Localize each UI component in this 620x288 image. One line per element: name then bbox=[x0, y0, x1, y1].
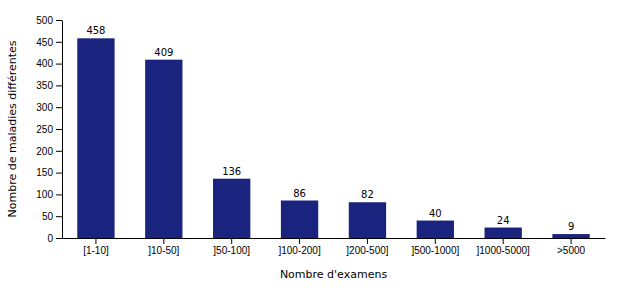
tick-label: ]100-200] bbox=[278, 245, 320, 256]
tick-mark bbox=[231, 238, 232, 244]
tick: 400 bbox=[36, 58, 62, 69]
tick-mark bbox=[56, 64, 62, 65]
tick-mark bbox=[367, 238, 368, 244]
data-label: 458 bbox=[86, 25, 105, 36]
tick: ]1000-5000] bbox=[476, 238, 530, 256]
x-axis: [1-10] ]10-50] ]50-100] ]100-200] ]200-500]]… bbox=[63, 238, 606, 256]
tick-label: 350 bbox=[36, 80, 53, 91]
tick-label: 150 bbox=[36, 167, 53, 178]
tick-mark bbox=[56, 42, 62, 43]
tick-mark bbox=[299, 238, 300, 244]
data-label: 86 bbox=[293, 188, 306, 199]
tick-mark bbox=[163, 238, 164, 244]
y-axis-title: Nombre de maladies différentes bbox=[6, 40, 19, 217]
tick-label: ]1000-5000] bbox=[476, 245, 530, 256]
data-label: 24 bbox=[497, 215, 510, 226]
tick: 500 bbox=[36, 15, 62, 26]
tick-label: 250 bbox=[36, 124, 53, 135]
data-label: 9 bbox=[568, 221, 574, 232]
tick-label: 50 bbox=[42, 211, 54, 222]
tick-label: [1-10] bbox=[83, 245, 109, 256]
tick-label: 100 bbox=[36, 189, 53, 200]
tick-mark bbox=[95, 238, 96, 244]
tick: 350 bbox=[36, 80, 62, 91]
tick-mark bbox=[56, 151, 62, 152]
tick-mark bbox=[56, 238, 62, 239]
tick-label: ]200-500] bbox=[346, 245, 388, 256]
x-axis-title: Nombre d'examens bbox=[280, 268, 387, 281]
bars bbox=[77, 38, 589, 238]
tick: 250 bbox=[36, 124, 62, 135]
tick: >5000 bbox=[557, 238, 586, 256]
tick-label: ]10-50] bbox=[148, 245, 179, 256]
tick-mark bbox=[56, 85, 62, 86]
tick-label: 400 bbox=[36, 58, 53, 69]
tick-mark bbox=[56, 194, 62, 195]
tick: ]100-200] bbox=[278, 238, 320, 256]
data-label: 136 bbox=[222, 166, 241, 177]
data-label: 40 bbox=[429, 208, 442, 219]
tick: ]10-50] bbox=[148, 238, 179, 256]
tick-label: 200 bbox=[36, 146, 53, 157]
tick-mark bbox=[56, 20, 62, 21]
data-label: 409 bbox=[154, 47, 173, 58]
tick: 150 bbox=[36, 167, 62, 178]
bar bbox=[281, 201, 318, 238]
tick: [1-10] bbox=[83, 238, 109, 256]
bar bbox=[485, 228, 522, 238]
y-axis: 0 50 100 150 200 250 300 350 400 450 500 bbox=[36, 15, 62, 244]
data-label: 82 bbox=[361, 189, 374, 200]
tick: 200 bbox=[36, 146, 62, 157]
bar bbox=[77, 38, 114, 238]
plot-area: [1-10] ]10-50] ]50-100] ]100-200] ]200-500]]… bbox=[36, 15, 605, 256]
bar bbox=[349, 202, 386, 238]
tick: ]50-100] bbox=[213, 238, 250, 256]
data-labels: 458 409 136 86 82 40 24 9 bbox=[86, 25, 574, 232]
tick-mark bbox=[503, 238, 504, 244]
tick: 0 bbox=[47, 233, 62, 244]
tick: ]500-1000] bbox=[411, 238, 459, 256]
tick: 50 bbox=[42, 211, 62, 222]
bar bbox=[145, 60, 182, 238]
bar bbox=[552, 234, 589, 238]
tick-label: 300 bbox=[36, 102, 53, 113]
bar bbox=[417, 221, 454, 238]
tick-label: >5000 bbox=[557, 245, 586, 256]
chart-svg: [1-10] ]10-50] ]50-100] ]100-200] ]200-500]]… bbox=[0, 0, 620, 288]
tick-mark bbox=[56, 107, 62, 108]
tick: 450 bbox=[36, 37, 62, 48]
tick-label: 450 bbox=[36, 37, 53, 48]
tick-mark bbox=[56, 173, 62, 174]
tick-label: 500 bbox=[36, 15, 53, 26]
tick-mark bbox=[56, 216, 62, 217]
tick-mark bbox=[56, 129, 62, 130]
axis-line bbox=[62, 21, 63, 239]
tick: 300 bbox=[36, 102, 62, 113]
tick-label: ]500-1000] bbox=[411, 245, 459, 256]
tick: 100 bbox=[36, 189, 62, 200]
tick-label: 0 bbox=[47, 233, 53, 244]
bar bbox=[213, 179, 250, 238]
tick-label: ]50-100] bbox=[213, 245, 250, 256]
tick-mark bbox=[571, 238, 572, 244]
chart-container: [1-10] ]10-50] ]50-100] ]100-200] ]200-500]]… bbox=[0, 0, 620, 288]
axis-line bbox=[63, 238, 606, 239]
tick: ]200-500] bbox=[346, 238, 388, 256]
tick-mark bbox=[435, 238, 436, 244]
